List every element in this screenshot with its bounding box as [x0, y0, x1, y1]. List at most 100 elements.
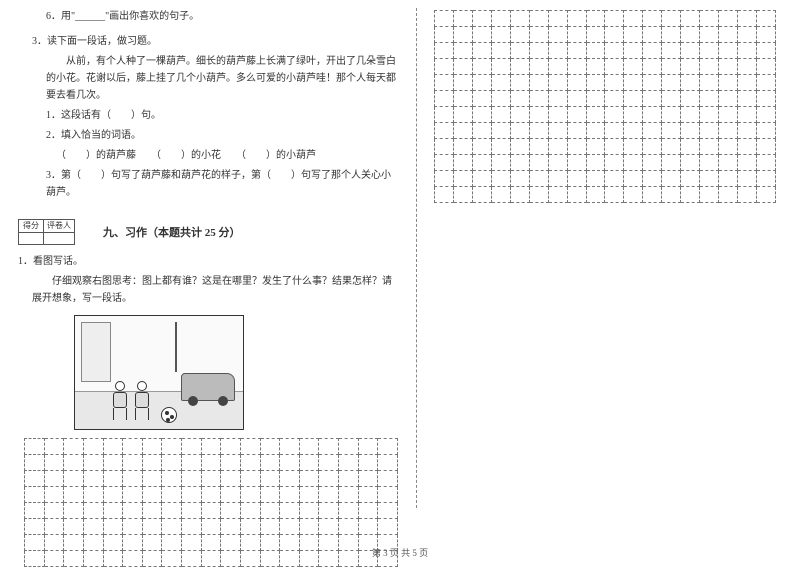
writing-cell[interactable] — [700, 27, 719, 43]
writing-cell[interactable] — [700, 91, 719, 107]
writing-cell[interactable] — [586, 91, 605, 107]
writing-cell[interactable] — [25, 471, 45, 487]
writing-cell[interactable] — [142, 471, 162, 487]
writing-cell[interactable] — [510, 43, 529, 59]
writing-cell[interactable] — [64, 439, 84, 455]
writing-cell[interactable] — [491, 11, 510, 27]
writing-cell[interactable] — [738, 107, 757, 123]
writing-cell[interactable] — [182, 439, 202, 455]
writing-cell[interactable] — [662, 139, 681, 155]
writing-cell[interactable] — [435, 187, 454, 203]
writing-cell[interactable] — [240, 471, 260, 487]
writing-cell[interactable] — [510, 123, 529, 139]
writing-cell[interactable] — [700, 187, 719, 203]
writing-cell[interactable] — [605, 123, 624, 139]
writing-cell[interactable] — [491, 139, 510, 155]
writing-cell[interactable] — [472, 107, 491, 123]
writing-cell[interactable] — [64, 503, 84, 519]
writing-cell[interactable] — [201, 519, 221, 535]
writing-cell[interactable] — [472, 43, 491, 59]
writing-cell[interactable] — [378, 519, 398, 535]
writing-cell[interactable] — [719, 171, 738, 187]
writing-cell[interactable] — [624, 155, 643, 171]
writing-cell[interactable] — [586, 59, 605, 75]
writing-cell[interactable] — [756, 139, 775, 155]
writing-cell[interactable] — [756, 91, 775, 107]
writing-cell[interactable] — [586, 43, 605, 59]
writing-cell[interactable] — [756, 123, 775, 139]
writing-cell[interactable] — [624, 107, 643, 123]
writing-cell[interactable] — [201, 503, 221, 519]
writing-cell[interactable] — [280, 471, 300, 487]
writing-cell[interactable] — [738, 187, 757, 203]
writing-cell[interactable] — [586, 139, 605, 155]
writing-cell[interactable] — [472, 123, 491, 139]
writing-cell[interactable] — [510, 11, 529, 27]
writing-cell[interactable] — [756, 59, 775, 75]
writing-cell[interactable] — [738, 11, 757, 27]
writing-cell[interactable] — [548, 43, 567, 59]
writing-cell[interactable] — [567, 11, 586, 27]
writing-cell[interactable] — [299, 487, 319, 503]
writing-cell[interactable] — [624, 91, 643, 107]
writing-cell[interactable] — [624, 27, 643, 43]
writing-cell[interactable] — [378, 455, 398, 471]
writing-cell[interactable] — [44, 455, 64, 471]
writing-cell[interactable] — [221, 471, 241, 487]
writing-cell[interactable] — [624, 171, 643, 187]
writing-cell[interactable] — [567, 171, 586, 187]
writing-cell[interactable] — [756, 27, 775, 43]
writing-cell[interactable] — [756, 171, 775, 187]
writing-cell[interactable] — [83, 487, 103, 503]
writing-cell[interactable] — [491, 187, 510, 203]
writing-cell[interactable] — [435, 107, 454, 123]
writing-cell[interactable] — [643, 91, 662, 107]
writing-cell[interactable] — [358, 455, 378, 471]
writing-cell[interactable] — [738, 155, 757, 171]
writing-cell[interactable] — [586, 107, 605, 123]
writing-cell[interactable] — [319, 503, 339, 519]
writing-cell[interactable] — [435, 171, 454, 187]
writing-cell[interactable] — [567, 107, 586, 123]
writing-cell[interactable] — [605, 171, 624, 187]
writing-cell[interactable] — [605, 107, 624, 123]
writing-cell[interactable] — [453, 187, 472, 203]
writing-cell[interactable] — [681, 43, 700, 59]
writing-cell[interactable] — [719, 155, 738, 171]
writing-cell[interactable] — [624, 139, 643, 155]
writing-cell[interactable] — [103, 519, 123, 535]
writing-cell[interactable] — [182, 487, 202, 503]
writing-cell[interactable] — [643, 59, 662, 75]
writing-cell[interactable] — [662, 75, 681, 91]
writing-cell[interactable] — [567, 123, 586, 139]
writing-cell[interactable] — [756, 43, 775, 59]
writing-cell[interactable] — [491, 91, 510, 107]
writing-cell[interactable] — [738, 91, 757, 107]
writing-cell[interactable] — [453, 139, 472, 155]
writing-cell[interactable] — [700, 43, 719, 59]
writing-cell[interactable] — [201, 455, 221, 471]
writing-cell[interactable] — [605, 187, 624, 203]
writing-cell[interactable] — [529, 75, 548, 91]
writing-cell[interactable] — [643, 171, 662, 187]
writing-cell[interactable] — [756, 155, 775, 171]
writing-cell[interactable] — [260, 503, 280, 519]
writing-cell[interactable] — [662, 43, 681, 59]
writing-cell[interactable] — [201, 487, 221, 503]
writing-cell[interactable] — [472, 91, 491, 107]
writing-cell[interactable] — [378, 503, 398, 519]
writing-cell[interactable] — [64, 471, 84, 487]
writing-cell[interactable] — [605, 59, 624, 75]
writing-cell[interactable] — [472, 171, 491, 187]
writing-cell[interactable] — [529, 43, 548, 59]
writing-cell[interactable] — [44, 487, 64, 503]
writing-cell[interactable] — [662, 171, 681, 187]
writing-cell[interactable] — [756, 11, 775, 27]
writing-cell[interactable] — [738, 43, 757, 59]
writing-cell[interactable] — [44, 519, 64, 535]
writing-cell[interactable] — [624, 123, 643, 139]
writing-cell[interactable] — [453, 75, 472, 91]
writing-cell[interactable] — [453, 43, 472, 59]
writing-cell[interactable] — [605, 27, 624, 43]
writing-cell[interactable] — [548, 107, 567, 123]
